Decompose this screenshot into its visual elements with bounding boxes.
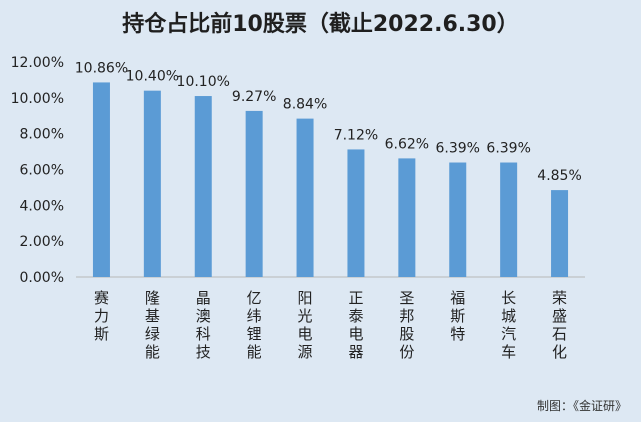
bar xyxy=(296,118,314,277)
bar xyxy=(500,162,518,277)
category-label: 圣邦股份 xyxy=(399,289,414,361)
category-label: 亿纬锂能 xyxy=(247,289,262,361)
bar xyxy=(347,149,365,277)
bar xyxy=(92,82,110,277)
bar xyxy=(398,158,416,277)
data-label: 9.27% xyxy=(232,89,276,105)
data-label: 10.40% xyxy=(126,69,179,85)
y-tick-label: 6.00% xyxy=(20,163,64,179)
y-tick-label: 8.00% xyxy=(20,127,64,143)
bar xyxy=(449,162,467,277)
data-label: 8.84% xyxy=(283,97,327,113)
data-label: 10.86% xyxy=(75,60,128,76)
category-label: 阳光电源 xyxy=(298,289,313,361)
data-label: 4.85% xyxy=(537,168,581,184)
bar xyxy=(194,96,212,278)
category-label: 赛力斯 xyxy=(94,289,109,343)
bar xyxy=(143,90,161,278)
credit-text: 制图：《金证研》 xyxy=(536,399,627,413)
data-label: 6.62% xyxy=(385,136,429,152)
category-label: 隆基绿能 xyxy=(145,289,160,361)
y-tick-label: 12.00% xyxy=(11,55,64,71)
category-label: 长城汽车 xyxy=(501,289,516,361)
y-tick-label: 10.00% xyxy=(11,91,64,107)
data-label: 6.39% xyxy=(486,141,530,157)
data-label: 7.12% xyxy=(334,127,378,143)
chart-title: 持仓占比前10股票（截止2022.6.30） xyxy=(122,12,519,37)
data-label: 10.10% xyxy=(177,74,230,90)
y-tick-label: 0.00% xyxy=(20,270,64,286)
category-label: 荣盛石化 xyxy=(552,289,567,361)
category-label: 正泰电器 xyxy=(348,289,363,361)
bar xyxy=(245,110,263,277)
category-label: 福斯特 xyxy=(450,289,465,343)
data-label: 6.39% xyxy=(436,141,480,157)
y-tick-label: 4.00% xyxy=(20,198,64,214)
bar xyxy=(551,190,569,277)
y-tick-label: 2.00% xyxy=(20,234,64,250)
category-label: 晶澳科技 xyxy=(196,289,211,361)
